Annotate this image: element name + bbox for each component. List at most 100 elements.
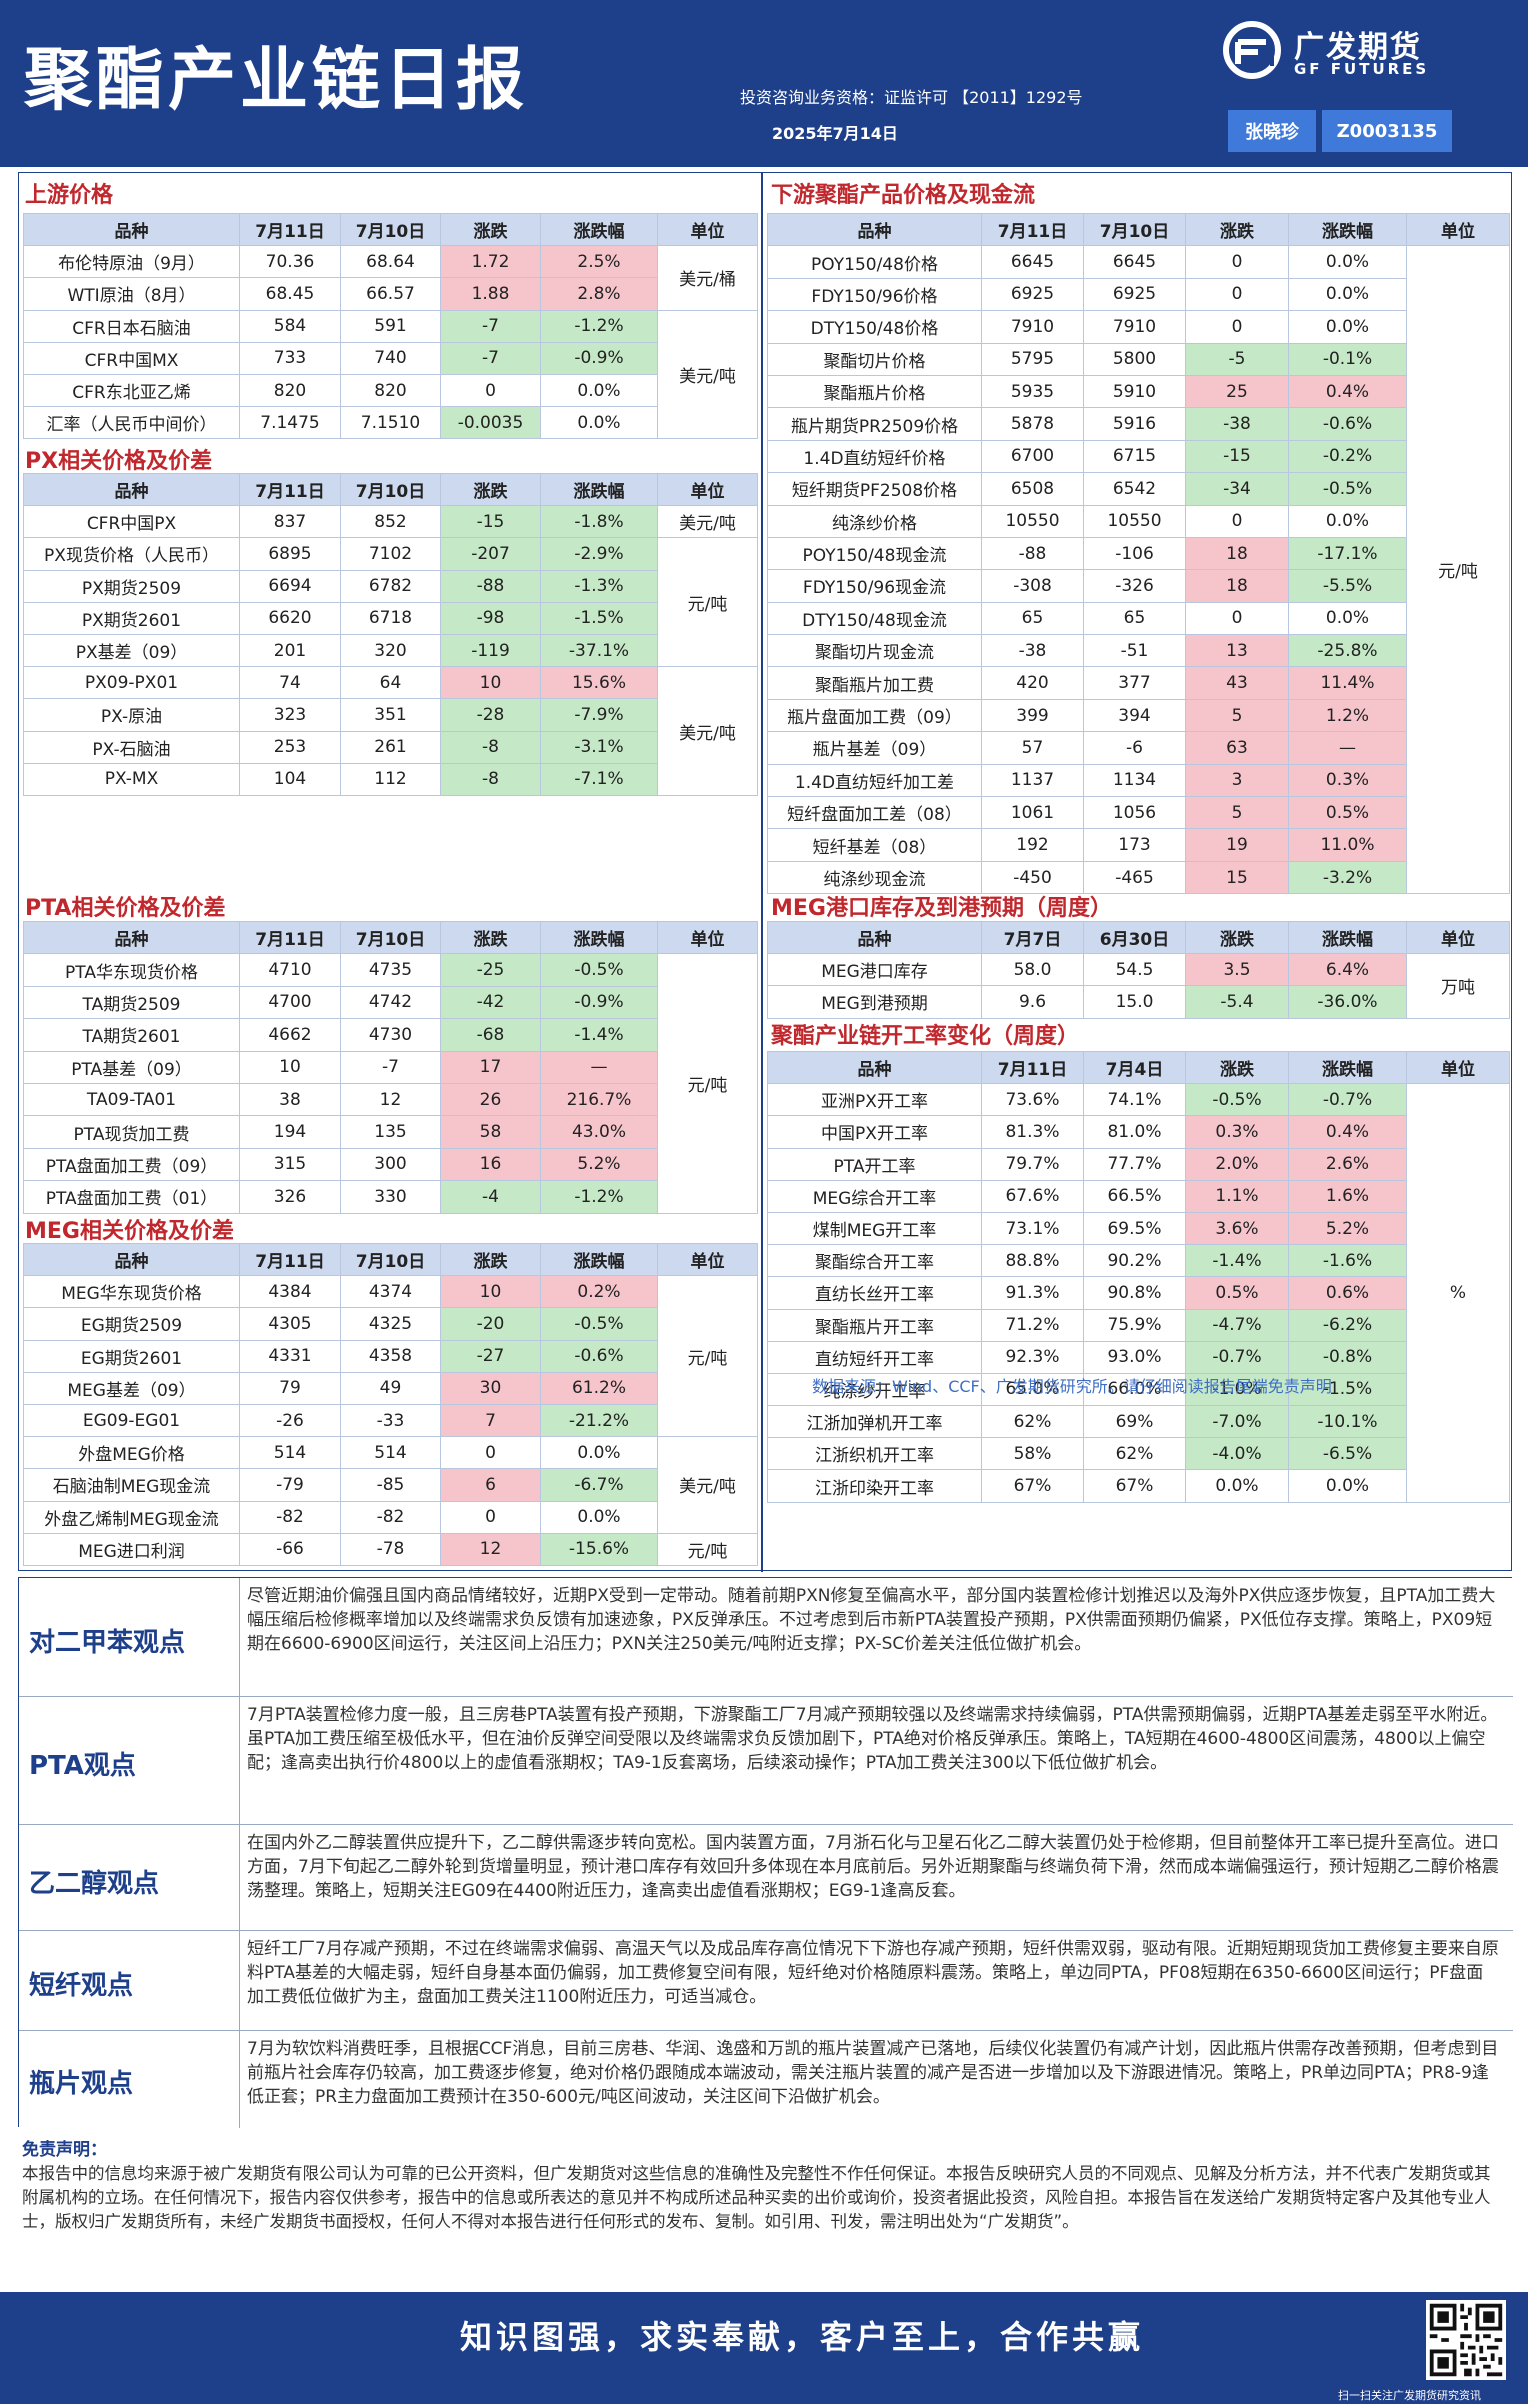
item-name: POY150/48价格 xyxy=(767,245,982,279)
footer: 知识图强，求实奉献，客户至上，合作共赢 扫一扫关注广发期货研究资讯 xyxy=(0,2292,1528,2404)
table-row: FDY150/96价格 6925 6925 0 0.0% xyxy=(767,277,1510,312)
table-row: TA09-TA01 38 12 26 216.7% xyxy=(23,1082,758,1117)
current-value: 79.7% xyxy=(981,1147,1084,1181)
section-title-px: PX相关价格及价差 xyxy=(25,449,213,474)
item-name: MEG华东现货价格 xyxy=(23,1275,240,1309)
view-pta: PTA观点 7月PTA装置检修力度一般，且三房巷PTA装置有投产预期，下游聚酯工… xyxy=(19,1696,1513,1824)
change-pct: -0.7% xyxy=(1288,1083,1407,1117)
table-row: CFR日本石脑油 584 591 -7 -1.2% 美元/吨 xyxy=(23,309,758,440)
change-pct: 0.4% xyxy=(1288,1115,1407,1149)
change-value: -25 xyxy=(440,953,541,987)
column-header: 品种 xyxy=(23,920,240,955)
column-header: 7月11日 xyxy=(239,212,341,247)
change-pct: -0.5% xyxy=(540,1307,658,1341)
change-pct: 0.0% xyxy=(540,1500,658,1534)
item-name: 直纺长丝开工率 xyxy=(767,1276,982,1310)
change-pct: -1.5% xyxy=(540,601,658,635)
item-name: PX09-PX01 xyxy=(23,666,240,700)
column-header: 涨跌幅 xyxy=(1288,212,1407,247)
table-row: 外盘MEG价格 514 514 0 0.0% 美元/吨 xyxy=(23,1436,758,1534)
qr-code-icon[interactable] xyxy=(1426,2300,1506,2380)
change-pct: — xyxy=(540,1050,658,1084)
current-value: 88.8% xyxy=(981,1244,1084,1278)
previous-value: 820 xyxy=(340,373,441,408)
table-row: 汇率（人民币中间价） 7.1475 7.1510 -0.0035 0.0% xyxy=(23,406,758,440)
current-value: 5935 xyxy=(981,374,1084,409)
table-row: 江浙织机开工率 58% 62% -4.0% -6.5% xyxy=(767,1437,1510,1471)
previous-value: 64 xyxy=(340,666,441,700)
previous-value: 300 xyxy=(340,1147,441,1182)
item-name: 聚酯瓶片加工费 xyxy=(767,666,982,700)
gf-logo-icon xyxy=(1223,21,1281,79)
previous-value: 49 xyxy=(340,1371,441,1405)
column-header: 涨跌 xyxy=(440,920,541,955)
section-title-downstream: 下游聚酯产品价格及现金流 xyxy=(771,183,1036,208)
table-row: DTY150/48现金流 65 65 0 0.0% xyxy=(767,601,1510,636)
current-value: 6694 xyxy=(239,569,341,603)
change-pct: 0.0% xyxy=(540,1436,658,1470)
change-value: -5.4 xyxy=(1185,985,1289,1019)
previous-value: 6782 xyxy=(340,569,441,603)
section-title-upstream: 上游价格 xyxy=(25,183,114,208)
view-psf: 短纤观点 短纤工厂7月存减产预期，不过在终端需求偏弱、高温天气以及成品库存高位情… xyxy=(19,1930,1513,2030)
change-value: 6 xyxy=(440,1468,541,1502)
previous-value: 173 xyxy=(1083,828,1186,862)
previous-value: 7.1510 xyxy=(340,406,441,440)
item-name: MEG到港预期 xyxy=(767,985,982,1019)
item-name: FDY150/96现金流 xyxy=(767,569,982,603)
table-row: 聚酯瓶片价格 5935 5910 25 0.4% xyxy=(767,374,1510,409)
column-header: 单位 xyxy=(657,1242,758,1277)
current-value: 326 xyxy=(239,1180,341,1214)
current-value: 71.2% xyxy=(981,1308,1084,1342)
change-value: 0.0% xyxy=(1185,1469,1289,1503)
current-value: -38 xyxy=(981,634,1084,668)
current-value: 5795 xyxy=(981,342,1084,376)
table-row: 直纺长丝开工率 91.3% 90.8% 0.5% 0.6% xyxy=(767,1276,1510,1310)
column-header: 7月10日 xyxy=(340,472,441,507)
current-value: 4700 xyxy=(239,985,341,1020)
table-row: MEG进口利润 -66 -78 12 -15.6% 元/吨 xyxy=(23,1532,758,1566)
change-value: -207 xyxy=(440,537,541,571)
item-name: 外盘MEG价格 xyxy=(23,1436,240,1470)
column-header: 品种 xyxy=(23,1242,240,1277)
unit-cell: % xyxy=(1406,1083,1510,1503)
change-pct: -0.9% xyxy=(540,341,658,375)
table-row: 聚酯瓶片开工率 71.2% 75.9% -4.7% -6.2% xyxy=(767,1308,1510,1342)
item-name: MEG基差（09） xyxy=(23,1371,240,1405)
previous-value: -82 xyxy=(340,1500,441,1534)
current-value: 74 xyxy=(239,666,341,700)
item-name: PX-石脑油 xyxy=(23,730,240,764)
column-header: 7月7日 xyxy=(981,920,1084,955)
current-value: 65 xyxy=(981,601,1084,636)
change-pct: -2.9% xyxy=(540,537,658,571)
column-header: 6月30日 xyxy=(1083,920,1186,955)
item-name: 聚酯瓶片价格 xyxy=(767,374,982,409)
previous-value: 6542 xyxy=(1083,472,1186,506)
previous-value: -6 xyxy=(1083,731,1186,765)
current-value: 1061 xyxy=(981,796,1084,830)
previous-value: 351 xyxy=(340,698,441,732)
footer-slogan: 知识图强，求实奉献，客户至上，合作共赢 xyxy=(460,2318,1145,2356)
change-value: 1.1% xyxy=(1185,1179,1289,1213)
change-pct: 0.0% xyxy=(1288,245,1407,279)
item-name: TA期货2601 xyxy=(23,1018,240,1052)
change-pct: -0.6% xyxy=(1288,407,1407,441)
previous-value: 1056 xyxy=(1083,796,1186,830)
change-pct: — xyxy=(1288,731,1407,765)
change-pct: -1.2% xyxy=(540,1180,658,1214)
table-row: 纯涤纱价格 10550 10550 0 0.0% xyxy=(767,504,1510,538)
column-header: 7月11日 xyxy=(239,920,341,955)
change-pct: -5.5% xyxy=(1288,569,1407,603)
table-row: PTA基差（09） 10 -7 17— xyxy=(23,1050,758,1084)
unit-cell: 元/吨 xyxy=(657,1275,758,1438)
item-name: PTA华东现货价格 xyxy=(23,953,240,987)
change-pct: 0.2% xyxy=(540,1275,658,1309)
unit-cell: 美元/桶 xyxy=(657,245,758,311)
view-text: 在国内外乙二醇装置供应提升下，乙二醇供需逐步转向宽松。国内装置方面，7月浙石化与… xyxy=(247,1833,1499,1901)
change-value: 10 xyxy=(440,666,541,700)
view-bottle-chip: 瓶片观点 7月为软饮料消费旺季，且根据CCF消息，目前三房巷、华润、逸盛和万凯的… xyxy=(19,2030,1513,2128)
view-px: 对二甲苯观点 尽管近期油价偏强且国内商品情绪较好，近期PX受到一定带动。随着前期… xyxy=(19,1578,1513,1696)
previous-value: 5910 xyxy=(1083,374,1186,409)
previous-value: 5800 xyxy=(1083,342,1186,376)
change-value: -5 xyxy=(1185,342,1289,376)
